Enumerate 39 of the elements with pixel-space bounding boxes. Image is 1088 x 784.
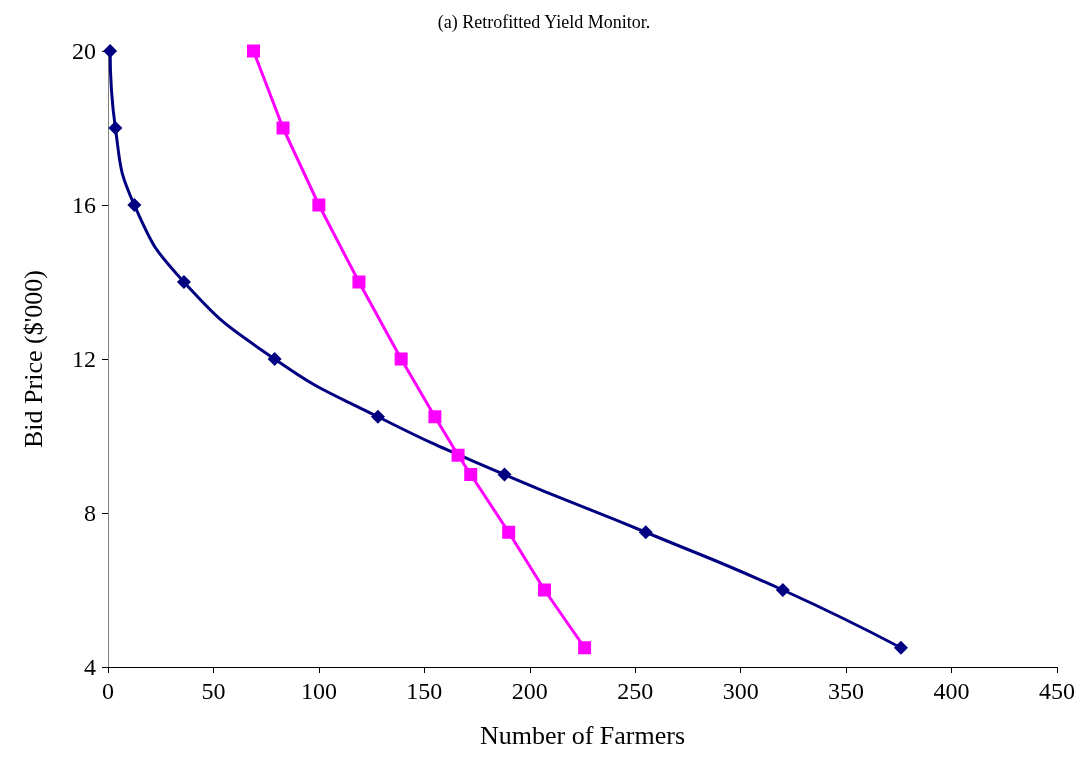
point [276, 121, 290, 135]
point [103, 44, 118, 58]
y-tick-label: 4 [84, 654, 96, 680]
point [497, 467, 512, 482]
x-tick-label: 300 [722, 678, 759, 704]
x-tick-label: 100 [300, 678, 337, 704]
y-axis-title: Bid Price ($'000) [18, 270, 48, 448]
x-tick-label: 0 [102, 678, 114, 704]
point [578, 641, 592, 655]
point [428, 410, 442, 424]
x-tick-label: 50 [201, 678, 226, 704]
y-tick-label: 20 [72, 38, 96, 64]
y-tick-label: 8 [84, 500, 96, 526]
x-tick-label: 250 [617, 678, 654, 704]
point [352, 275, 366, 289]
chart-title: (a) Retrofitted Yield Monitor. [437, 12, 651, 33]
point [370, 409, 385, 424]
point [538, 583, 552, 597]
point [247, 44, 261, 58]
point [775, 583, 790, 597]
point [127, 198, 142, 212]
y-tick-label: 12 [72, 346, 96, 372]
x-axis-title: Number of Farmers [479, 720, 686, 750]
x-tick-label: 350 [828, 678, 865, 704]
point [893, 640, 908, 655]
point [638, 525, 653, 540]
point [464, 468, 478, 481]
point [108, 121, 123, 135]
x-tick-label: 450 [1039, 678, 1075, 704]
point [451, 448, 465, 462]
point [267, 352, 282, 366]
point [312, 198, 326, 212]
point [502, 525, 516, 539]
point [394, 352, 408, 366]
x-tick-label: 150 [406, 678, 443, 704]
x-tick-label: 200 [511, 678, 548, 704]
point [176, 275, 191, 289]
x-tick-label: 400 [933, 678, 970, 704]
y-tick-label: 16 [72, 192, 96, 218]
